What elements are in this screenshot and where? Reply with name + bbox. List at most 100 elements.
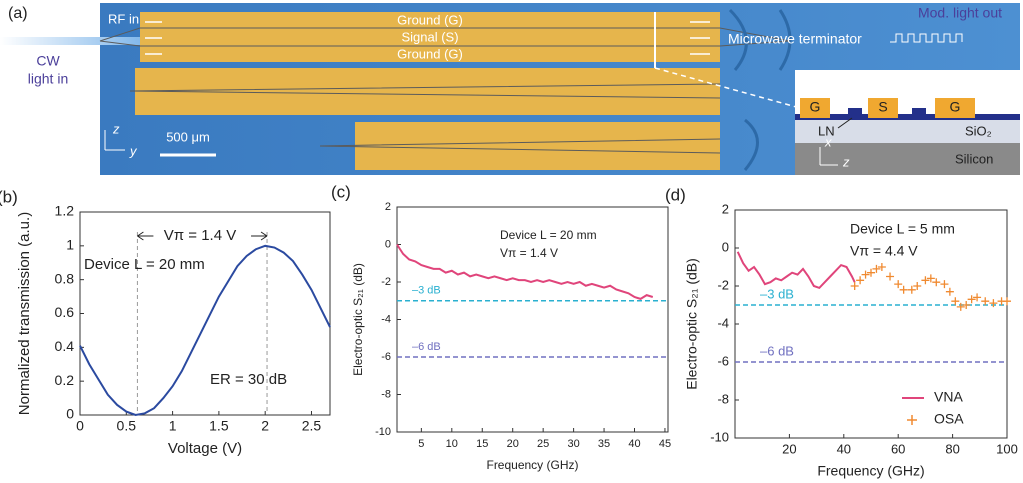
x-tick-label: 30: [567, 438, 579, 450]
data-point: [932, 278, 941, 287]
axis-letter: x: [824, 134, 832, 149]
pulse-train: [890, 33, 963, 43]
data-point: [967, 295, 976, 304]
x-tick-label: 35: [598, 438, 610, 450]
electrode-label: G: [810, 99, 821, 115]
terminator: Microwave terminator: [728, 31, 862, 47]
y-tick-label: 1: [66, 237, 74, 253]
x-tick-label: 45: [659, 438, 671, 450]
data-point: [940, 280, 949, 289]
reference-label: –6 dB: [760, 343, 794, 358]
ln-label: LN: [818, 123, 835, 138]
strip-label: Signal (S): [401, 29, 458, 44]
input-beam: [0, 37, 145, 45]
x-axis-label: Voltage (V): [168, 440, 242, 457]
data-line: [396, 243, 654, 300]
scale-label: 500 μm: [166, 129, 210, 144]
data-point: [951, 297, 960, 306]
y-tick-label: 1.2: [55, 203, 75, 219]
data-point: [850, 282, 859, 290]
electrode-strip: [135, 68, 720, 115]
x-tick-label: 40: [837, 441, 851, 456]
x-tick-label: 2: [261, 418, 269, 434]
data-point: [894, 280, 903, 289]
y-tick-label: 0.2: [55, 372, 75, 388]
annotation: Device L = 20 mm: [84, 256, 205, 273]
y-axis-label: Normalized transmission (a.u.): [16, 212, 33, 415]
x-tick-label: 0: [76, 418, 84, 434]
panel-label: (c): [331, 182, 351, 201]
vpi-arrow: [137, 231, 268, 241]
data-point: [861, 270, 870, 279]
annotation: Device L = 5 mm: [850, 221, 955, 237]
x-tick-label: 25: [537, 438, 549, 450]
silicon-layer: [795, 143, 1020, 175]
photo-panel: (a) RF in CW light in Ground (G) Signal …: [0, 3, 1020, 175]
ln-arrow: [837, 117, 853, 129]
y-tick-label: -2: [717, 277, 729, 292]
data-line: [79, 244, 331, 417]
arrows: [145, 21, 710, 55]
data-point: [973, 293, 982, 302]
data-point: [956, 302, 965, 311]
x-tick-label: 100: [996, 441, 1018, 456]
y-tick-label: -4: [717, 315, 729, 330]
reference-label: –3 dB: [760, 286, 794, 301]
axis-letter: y: [129, 143, 138, 158]
rib: [912, 108, 926, 114]
data-point: [962, 301, 971, 309]
strip-label: Ground (G): [397, 46, 463, 61]
x-tick-label: 60: [891, 441, 905, 456]
x-axis-label: Frequency (GHz): [817, 463, 924, 479]
x-tick-label: 1: [169, 418, 177, 434]
zoom-line: [654, 67, 801, 109]
electrode: [868, 98, 898, 118]
y-tick-label: 0: [385, 238, 391, 250]
y-axis-label: Electro-optic S₂₁ (dB): [351, 263, 365, 376]
panel-label: (d): [665, 185, 686, 204]
y-tick-label: -8: [717, 391, 729, 406]
y-tick-label: 0.8: [55, 270, 75, 286]
y-tick-label: 2: [722, 201, 729, 216]
data-point: [886, 272, 895, 281]
x-tick-label: 2.5: [302, 418, 322, 434]
sio2-layer: [795, 120, 1020, 143]
sio2-label: SiO₂: [965, 123, 992, 138]
data-point: [989, 299, 998, 308]
data-point: [877, 263, 886, 271]
rib: [848, 108, 862, 114]
y-tick-label: -8: [381, 388, 391, 400]
electrode-label: G: [950, 99, 961, 115]
x-tick-label: 5: [418, 438, 424, 450]
x-tick-label: 40: [628, 438, 640, 450]
data-point: [899, 285, 908, 294]
data-point: [981, 297, 990, 306]
annotation: ER = 30 dB: [210, 371, 287, 388]
x-tick-label: 1.5: [209, 418, 229, 434]
annotation: Vπ = 4.4 V: [850, 243, 918, 259]
y-tick-label: 0: [722, 239, 729, 254]
panel-label: (a): [8, 5, 28, 22]
electrode-strip: [355, 122, 720, 170]
y-tick-label: 0.6: [55, 304, 75, 320]
silicon-label: Silicon: [955, 151, 993, 166]
x-tick-label: 80: [945, 441, 959, 456]
light-in: light in: [28, 71, 68, 87]
reference-label: –3 dB: [412, 285, 441, 297]
y-tick-label: -2: [381, 276, 391, 288]
y-tick-label: -6: [381, 351, 391, 363]
electrode: [800, 98, 830, 118]
annotation: Vπ = 1.4 V: [164, 227, 236, 244]
x-tick-label: 0.5: [117, 418, 137, 434]
data-point: [867, 268, 875, 277]
y-axis-label: Electro-optic S₂₁ (dB): [684, 258, 700, 390]
x-tick-label: 15: [476, 438, 488, 450]
data-point: [921, 276, 930, 285]
annotation: Device L = 20 mm: [500, 228, 597, 242]
axes-icon: [104, 130, 125, 151]
axes-icon: [819, 147, 838, 166]
y-tick-label: -10: [710, 429, 729, 444]
data-line: [736, 251, 856, 290]
rf-in: RF in: [108, 11, 139, 26]
legend-label: OSA: [934, 411, 964, 427]
